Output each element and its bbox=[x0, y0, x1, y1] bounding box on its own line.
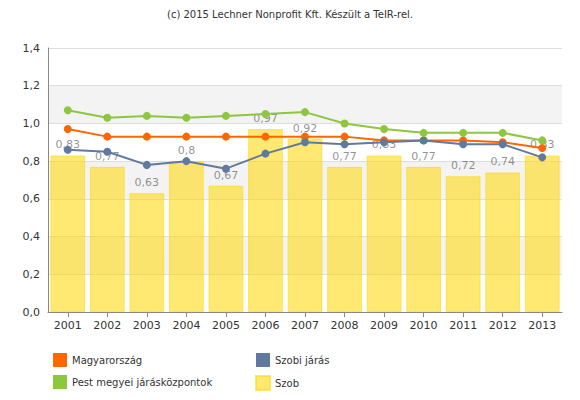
svg-text:0,77: 0,77 bbox=[411, 150, 436, 163]
svg-text:0,74: 0,74 bbox=[490, 155, 514, 168]
svg-text:2010: 2010 bbox=[410, 319, 438, 332]
svg-text:2013: 2013 bbox=[528, 319, 556, 332]
svg-text:0,67: 0,67 bbox=[213, 168, 239, 182]
svg-text:0,6: 0,6 bbox=[23, 192, 41, 205]
svg-text:2004: 2004 bbox=[172, 319, 200, 332]
svg-text:0,8: 0,8 bbox=[23, 155, 41, 168]
svg-text:0,83: 0,83 bbox=[530, 138, 555, 152]
svg-text:2011: 2011 bbox=[449, 319, 477, 332]
svg-text:0,77: 0,77 bbox=[95, 149, 120, 163]
svg-text:Pest megyei járásközpontok: Pest megyei járásközpontok bbox=[72, 377, 212, 388]
svg-text:Magyarország: Magyarország bbox=[72, 355, 142, 366]
svg-text:0,4: 0,4 bbox=[23, 230, 41, 243]
svg-text:1,2: 1,2 bbox=[23, 79, 41, 92]
svg-text:0,8: 0,8 bbox=[178, 144, 196, 157]
svg-text:(c) 2015 Lechner Nonprofit Kft: (c) 2015 Lechner Nonprofit Kft. Készült … bbox=[167, 9, 413, 20]
svg-text:Szob: Szob bbox=[275, 378, 299, 389]
svg-text:2012: 2012 bbox=[489, 319, 517, 332]
svg-text:0,2: 0,2 bbox=[23, 268, 41, 281]
svg-text:2002: 2002 bbox=[93, 319, 121, 332]
svg-text:0,92: 0,92 bbox=[293, 122, 318, 135]
svg-text:0,0: 0,0 bbox=[23, 306, 41, 319]
svg-text:0,83: 0,83 bbox=[55, 138, 80, 152]
svg-text:0,63: 0,63 bbox=[135, 176, 160, 189]
svg-text:2009: 2009 bbox=[370, 319, 398, 332]
svg-text:1,4: 1,4 bbox=[23, 42, 41, 55]
svg-text:2001: 2001 bbox=[54, 319, 82, 332]
svg-text:2007: 2007 bbox=[291, 319, 319, 332]
svg-text:2006: 2006 bbox=[251, 319, 279, 332]
svg-text:0,77: 0,77 bbox=[332, 150, 357, 163]
svg-text:2005: 2005 bbox=[212, 319, 240, 332]
svg-text:0,72: 0,72 bbox=[451, 159, 476, 172]
svg-text:1,0: 1,0 bbox=[23, 117, 41, 130]
svg-text:0,83: 0,83 bbox=[371, 138, 397, 152]
svg-text:0,97: 0,97 bbox=[253, 112, 278, 126]
svg-text:2003: 2003 bbox=[133, 319, 161, 332]
svg-text:Szobi járás: Szobi járás bbox=[275, 355, 329, 366]
svg-text:2008: 2008 bbox=[331, 319, 359, 332]
